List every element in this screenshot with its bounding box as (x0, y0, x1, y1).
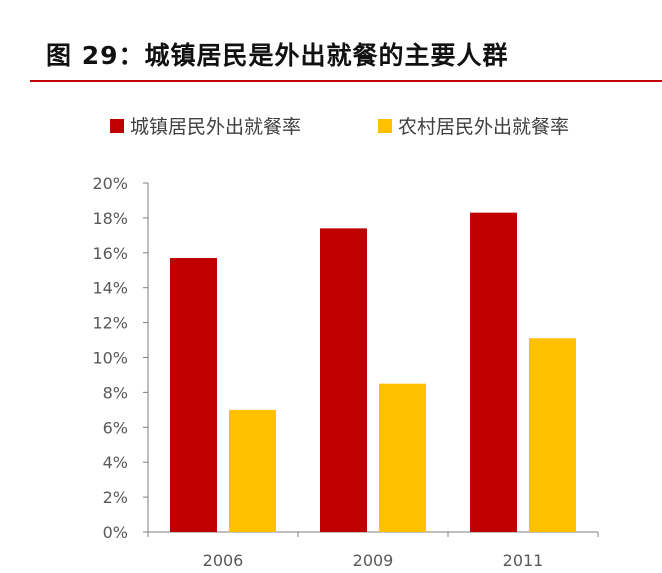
y-tick-label: 14% (92, 279, 128, 298)
y-tick-label: 18% (92, 209, 128, 228)
legend-swatch-rural (378, 118, 392, 133)
legend-label-rural: 农村居民外出就餐率 (398, 116, 570, 138)
chart-legend: 城镇居民外出就餐率 农村居民外出就餐率 (0, 112, 662, 142)
bar-urban-2011 (470, 212, 517, 533)
legend-item-urban: 城镇居民外出就餐率 (110, 112, 301, 139)
title-bar: 图 29：城镇居民是外出就餐的主要人群 (0, 0, 662, 82)
bar-urban-2006 (170, 258, 217, 532)
title-divider (30, 80, 662, 82)
y-tick-label: 2% (103, 488, 128, 507)
y-tick-label: 8% (103, 383, 128, 402)
x-tick-label: 2011 (503, 551, 544, 570)
bar-rural-2006 (229, 409, 276, 532)
y-tick-label: 12% (92, 314, 128, 333)
y-tick-label: 10% (92, 349, 128, 368)
bar-rural-2009 (379, 383, 426, 532)
y-tick-label: 20% (92, 174, 128, 193)
chart-title: 图 29：城镇居民是外出就餐的主要人群 (46, 41, 509, 70)
legend-label-urban: 城镇居民外出就餐率 (130, 116, 302, 138)
y-tick-label: 16% (92, 244, 128, 263)
x-tick-label: 2006 (203, 551, 244, 570)
bar-rural-2011 (529, 338, 576, 532)
x-tick-label: 2009 (353, 551, 394, 570)
y-tick-label: 6% (103, 418, 128, 437)
legend-swatch-urban (110, 118, 124, 133)
y-tick-label: 4% (103, 453, 128, 472)
bar-urban-2009 (320, 228, 367, 532)
legend-item-rural: 农村居民外出就餐率 (378, 112, 569, 139)
y-tick-label: 0% (103, 523, 128, 542)
